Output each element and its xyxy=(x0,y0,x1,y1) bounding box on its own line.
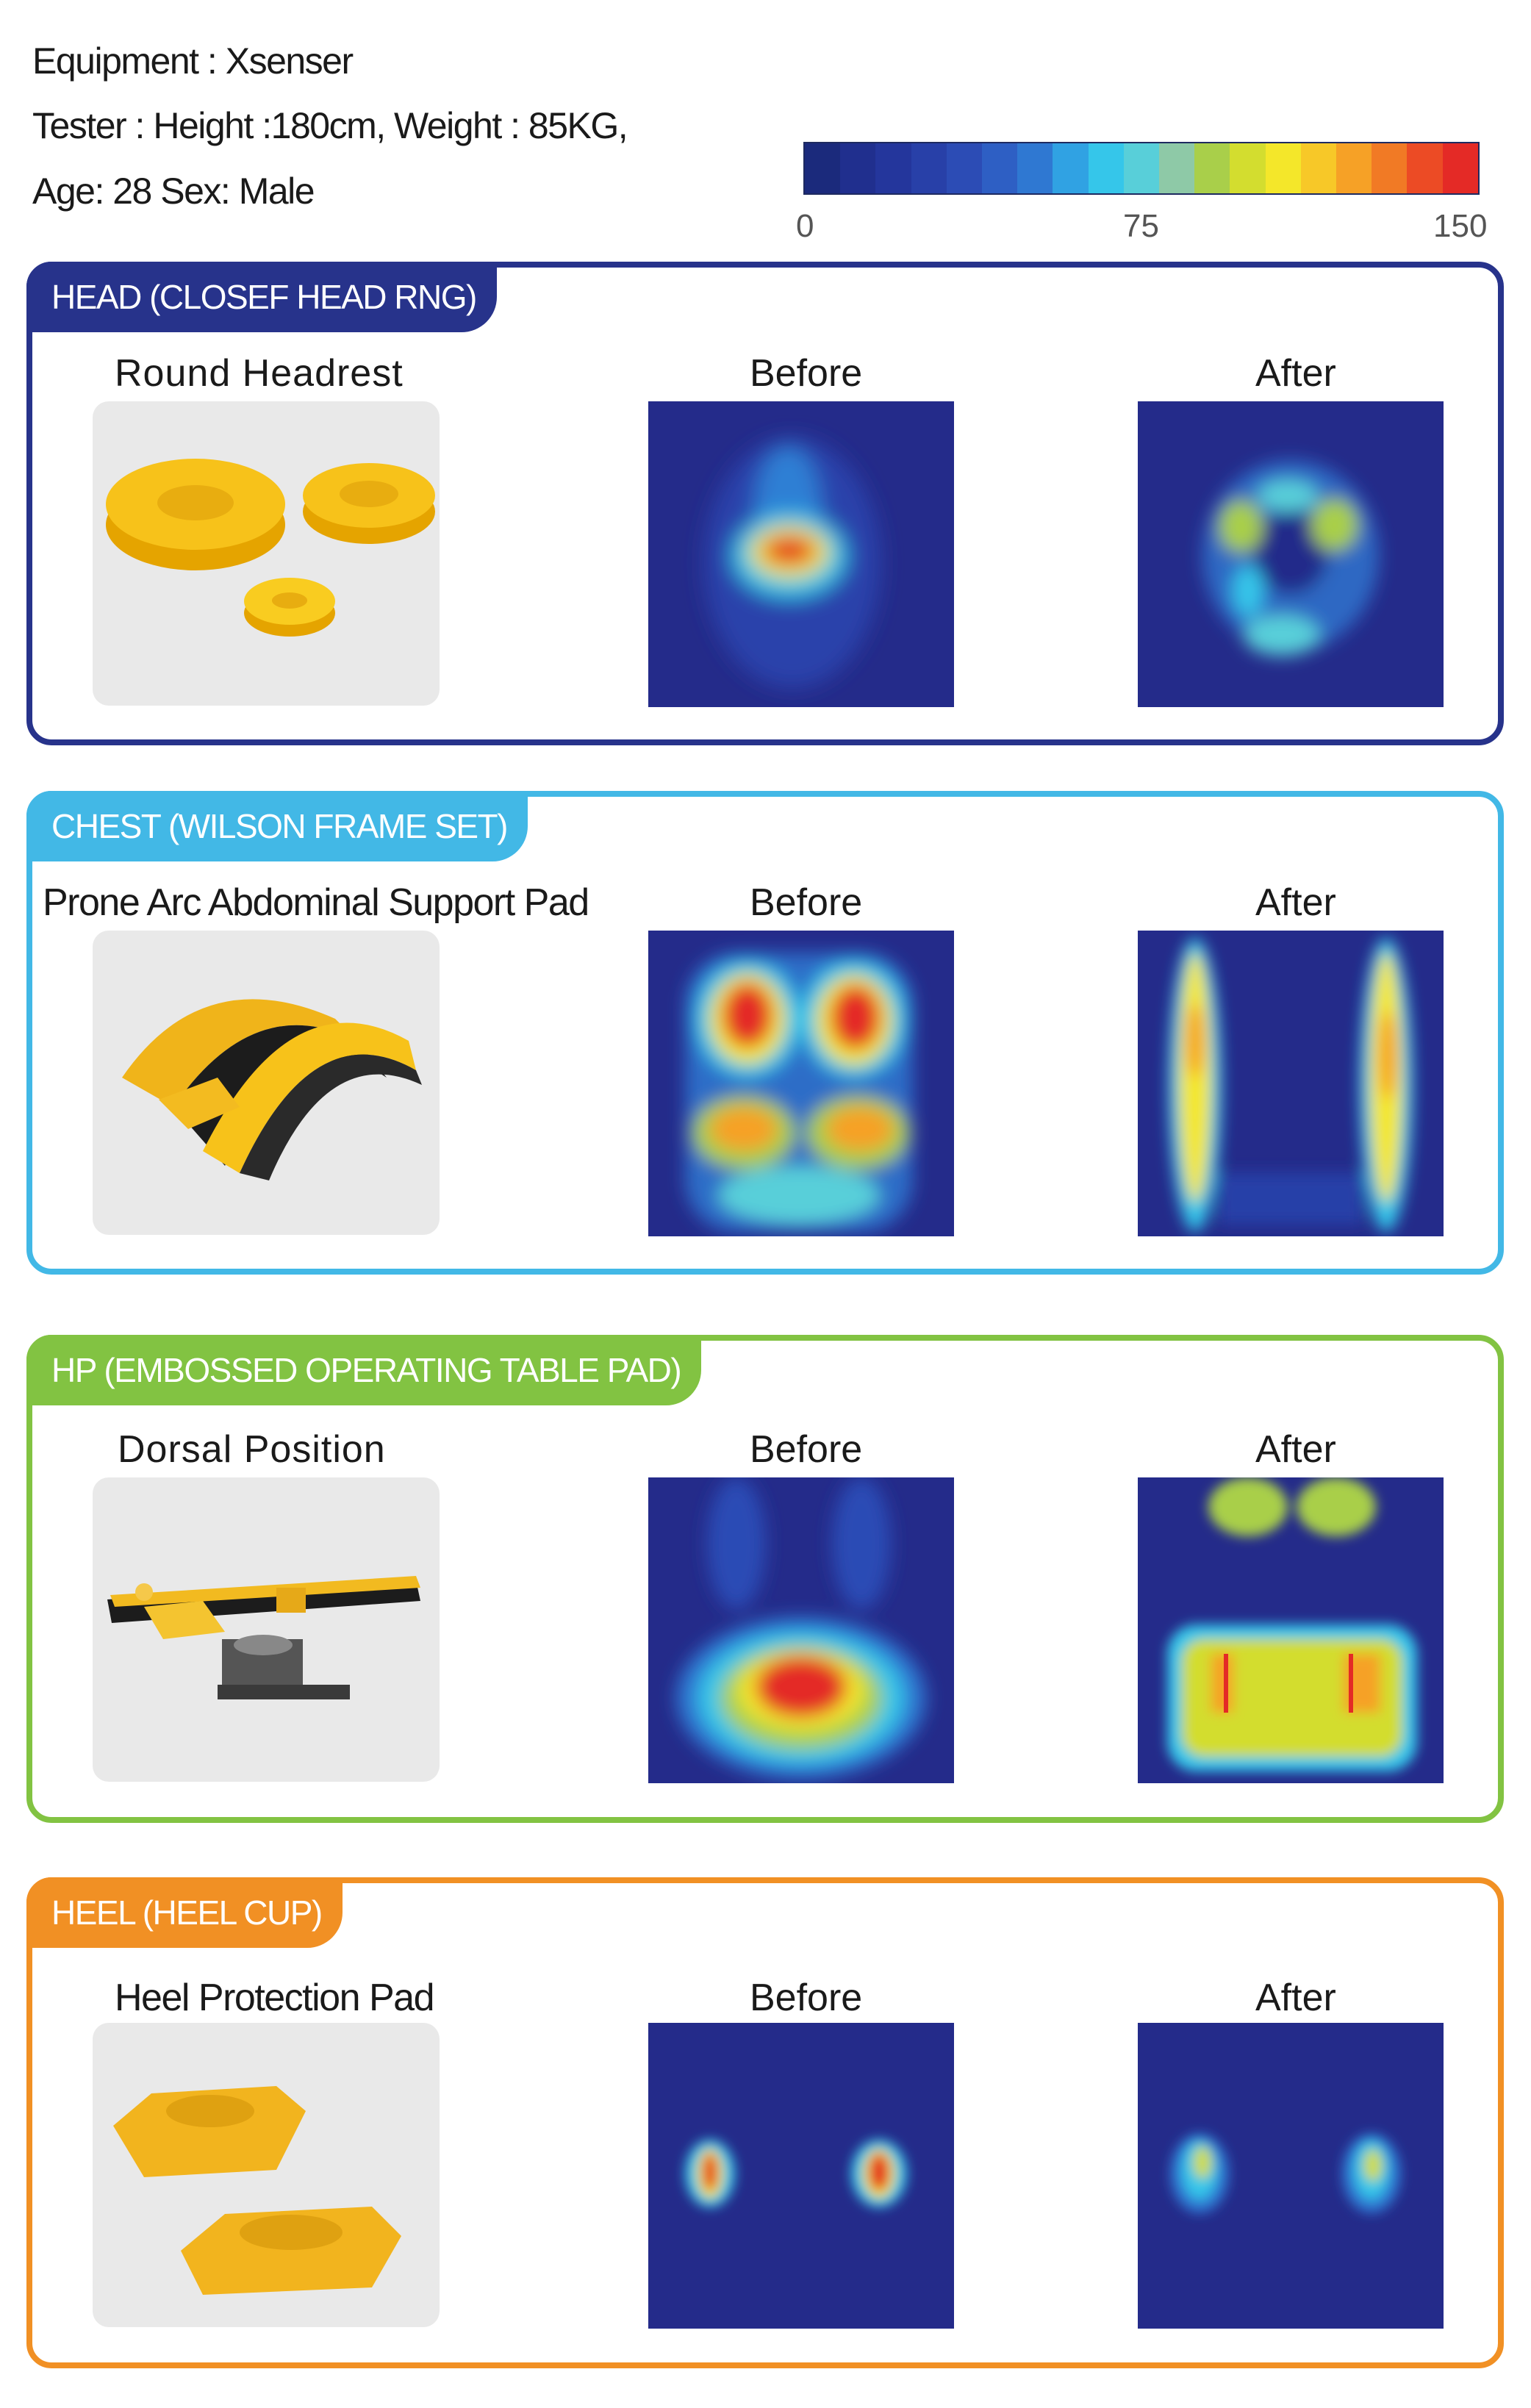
section-tab-title: HEAD (CLOSEF HEAD RNG) xyxy=(26,262,497,332)
section-tab-title: HP (EMBOSSED OPERATING TABLE PAD) xyxy=(26,1335,702,1405)
scale-swatch xyxy=(875,143,911,193)
scale-swatch xyxy=(1159,143,1195,193)
scale-swatch xyxy=(911,143,947,193)
before-pressure-map xyxy=(648,2023,954,2329)
tester-text: Tester : Height :180cm, Weight : 85KG, xyxy=(32,105,628,146)
scale-swatch xyxy=(1123,143,1160,193)
after-pressure-map xyxy=(1138,401,1444,707)
scale-max-label: 150 xyxy=(1433,208,1488,244)
equipment-text: Equipment : Xsenser xyxy=(32,40,354,82)
scale-swatch xyxy=(1194,143,1230,193)
section-tab-title: HEEL (HEEL CUP) xyxy=(26,1877,343,1948)
after-pressure-map xyxy=(1138,1477,1444,1783)
scale-swatch xyxy=(805,143,841,193)
after-label: After xyxy=(1255,1977,1336,2019)
pressure-color-scale xyxy=(803,142,1480,195)
before-pressure-map xyxy=(648,401,954,707)
before-pressure-map xyxy=(648,931,954,1236)
age-sex-text: Age: 28 Sex: Male xyxy=(32,171,315,212)
after-pressure-map xyxy=(1138,2023,1444,2329)
scale-swatch xyxy=(1230,143,1266,193)
scale-swatch xyxy=(982,143,1018,193)
before-label: Before xyxy=(750,881,863,924)
section-tab-title: CHEST (WILSON FRAME SET) xyxy=(26,791,528,861)
product-label: Prone Arc Abdominal Support Pad xyxy=(43,881,589,924)
prone-arc-support-image xyxy=(93,931,440,1235)
section-hp: HP (EMBOSSED OPERATING TABLE PAD) Dorsal… xyxy=(26,1335,1504,1823)
scale-swatch xyxy=(1372,143,1408,193)
before-pressure-map xyxy=(648,1477,954,1783)
scale-swatch xyxy=(1053,143,1089,193)
before-label: Before xyxy=(750,1428,863,1471)
scale-swatch xyxy=(1017,143,1053,193)
heel-cup-image xyxy=(93,2023,440,2327)
section-head: HEAD (CLOSEF HEAD RNG) Round Headrest Be… xyxy=(26,262,1504,745)
scale-swatch xyxy=(1088,143,1124,193)
product-label: Round Headrest xyxy=(115,352,404,395)
after-pressure-map xyxy=(1138,931,1444,1236)
scale-swatch xyxy=(1407,143,1443,193)
after-label: After xyxy=(1255,352,1336,395)
scale-mid-label: 75 xyxy=(1123,208,1159,244)
scale-swatch xyxy=(1442,143,1478,193)
operating-table-image xyxy=(93,1477,440,1782)
scale-swatch xyxy=(840,143,876,193)
section-heel: HEEL (HEEL CUP) Heel Protection Pad Befo… xyxy=(26,1877,1504,2368)
scale-swatch xyxy=(1265,143,1301,193)
product-label: Heel Protection Pad xyxy=(115,1977,435,2019)
after-label: After xyxy=(1255,1428,1336,1471)
section-chest: CHEST (WILSON FRAME SET) Prone Arc Abdom… xyxy=(26,791,1504,1275)
scale-min-label: 0 xyxy=(796,208,814,244)
before-label: Before xyxy=(750,352,863,395)
round-headrest-image xyxy=(93,401,440,706)
scale-swatch xyxy=(1300,143,1337,193)
after-label: After xyxy=(1255,881,1336,924)
before-label: Before xyxy=(750,1977,863,2019)
scale-swatch xyxy=(946,143,983,193)
scale-swatch xyxy=(1336,143,1372,193)
product-label: Dorsal Position xyxy=(118,1428,386,1471)
